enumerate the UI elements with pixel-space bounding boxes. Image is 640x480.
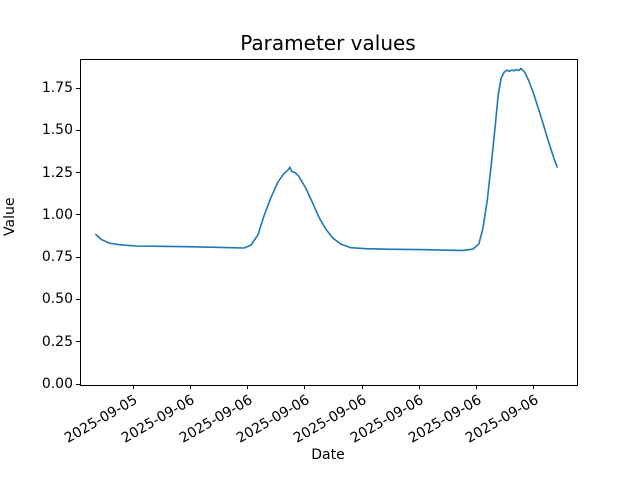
x-tick-mark bbox=[132, 385, 134, 389]
x-tick-mark bbox=[189, 385, 191, 389]
chart-title: Parameter values bbox=[240, 31, 416, 55]
y-tick-mark bbox=[76, 172, 80, 174]
data-line bbox=[95, 67, 558, 252]
y-tick-label: 0.00 bbox=[41, 376, 73, 392]
y-tick-mark bbox=[76, 87, 80, 89]
y-tick-label: 0.50 bbox=[41, 291, 73, 308]
y-tick-label: 1.25 bbox=[41, 164, 73, 181]
y-tick-label: 0.25 bbox=[41, 333, 73, 350]
x-tick-mark bbox=[418, 385, 420, 389]
x-tick-mark bbox=[533, 385, 535, 389]
y-tick-label: 0.75 bbox=[41, 249, 73, 266]
x-tick-mark bbox=[476, 385, 478, 389]
y-tick-mark bbox=[76, 214, 80, 216]
plot-area bbox=[80, 59, 578, 386]
y-tick-label: 1.75 bbox=[41, 80, 73, 97]
y-tick-mark bbox=[76, 341, 80, 343]
y-tick-label: 1.50 bbox=[41, 122, 73, 139]
x-axis-label: Date bbox=[311, 447, 345, 463]
x-tick-mark bbox=[304, 385, 306, 389]
y-tick-mark bbox=[76, 298, 80, 300]
y-tick-mark bbox=[76, 256, 80, 258]
line-series-svg bbox=[95, 67, 558, 252]
y-tick-mark bbox=[76, 129, 80, 131]
y-tick-label: 1.00 bbox=[41, 206, 73, 223]
x-tick-mark bbox=[247, 385, 249, 389]
y-tick-mark bbox=[76, 383, 80, 385]
x-tick-mark bbox=[361, 385, 363, 389]
